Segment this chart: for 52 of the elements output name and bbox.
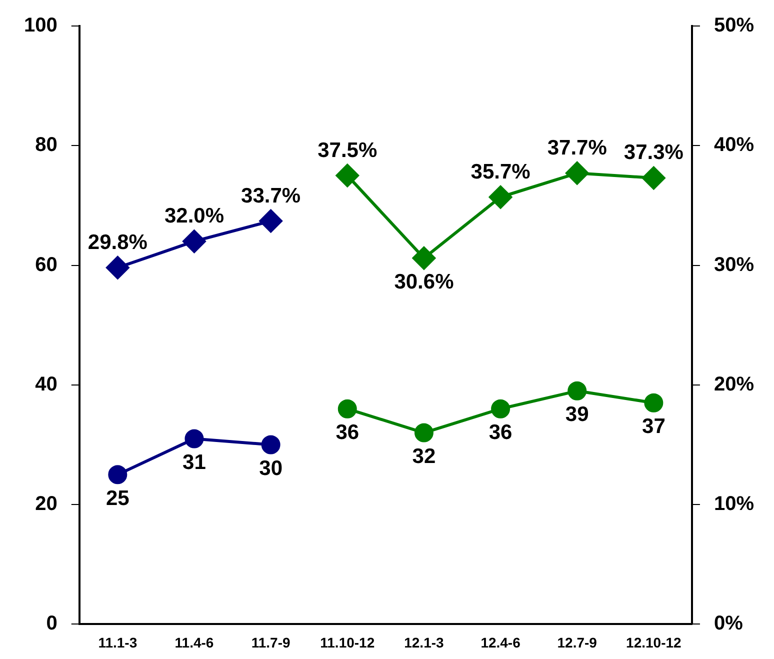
y-tick-label: 20	[35, 493, 58, 516]
x-tick-label: 12.10-12	[626, 634, 682, 650]
point	[259, 210, 282, 233]
data-label: 37.5%	[318, 138, 378, 162]
data-label: 29.8%	[88, 230, 148, 254]
x-tick-label: 12.4-6	[480, 634, 521, 650]
y-tick-label: 100	[24, 14, 58, 37]
y2-tick-label: 0%	[714, 612, 744, 635]
x-tick-label: 11.7-9	[251, 634, 290, 650]
x-tick-label: 11.4-6	[174, 634, 214, 650]
point	[491, 399, 510, 418]
point	[412, 246, 436, 270]
data-label: 25	[106, 486, 130, 510]
y-tick-label: 60	[35, 254, 58, 276]
y-tick-label: 80	[35, 134, 58, 156]
y-tick-label: 40	[35, 373, 58, 396]
data-label: 37.3%	[624, 141, 684, 164]
data-label: 37	[642, 415, 666, 438]
data-label: 33.7%	[241, 184, 301, 208]
y2-tick-label: 30%	[714, 254, 754, 276]
data-label: 32.0%	[164, 204, 224, 228]
data-label: 36	[336, 421, 360, 444]
x-tick-label: 12.7-9	[557, 634, 598, 650]
data-label: 31	[182, 451, 206, 474]
x-tick-label: 11.10-12	[320, 634, 375, 650]
point	[642, 166, 666, 190]
point	[184, 429, 204, 448]
y2-tick-label: 20%	[714, 373, 754, 396]
y2-tick-label: 10%	[714, 493, 754, 516]
point	[568, 381, 587, 400]
point	[489, 186, 512, 209]
point	[566, 162, 589, 185]
point	[108, 465, 128, 484]
point	[338, 399, 357, 418]
y2-tick-label: 50%	[714, 14, 754, 37]
data-label: 30	[259, 457, 282, 480]
x-tick-label: 12.1-3	[404, 634, 444, 650]
point	[336, 164, 359, 188]
point	[261, 435, 280, 454]
x-tick-label: 11.1-3	[98, 634, 138, 650]
data-label: 35.7%	[470, 160, 531, 184]
data-label: 30.6%	[394, 270, 454, 294]
point	[644, 393, 664, 412]
data-label: 36	[488, 421, 512, 444]
point	[182, 230, 206, 253]
data-label: 39	[565, 403, 589, 426]
data-label: 37.7%	[547, 136, 608, 160]
point	[106, 256, 130, 280]
y2-tick-label: 40%	[714, 134, 754, 156]
data-label: 32	[412, 445, 436, 468]
point	[414, 423, 434, 442]
y-tick-label: 0	[46, 612, 58, 635]
